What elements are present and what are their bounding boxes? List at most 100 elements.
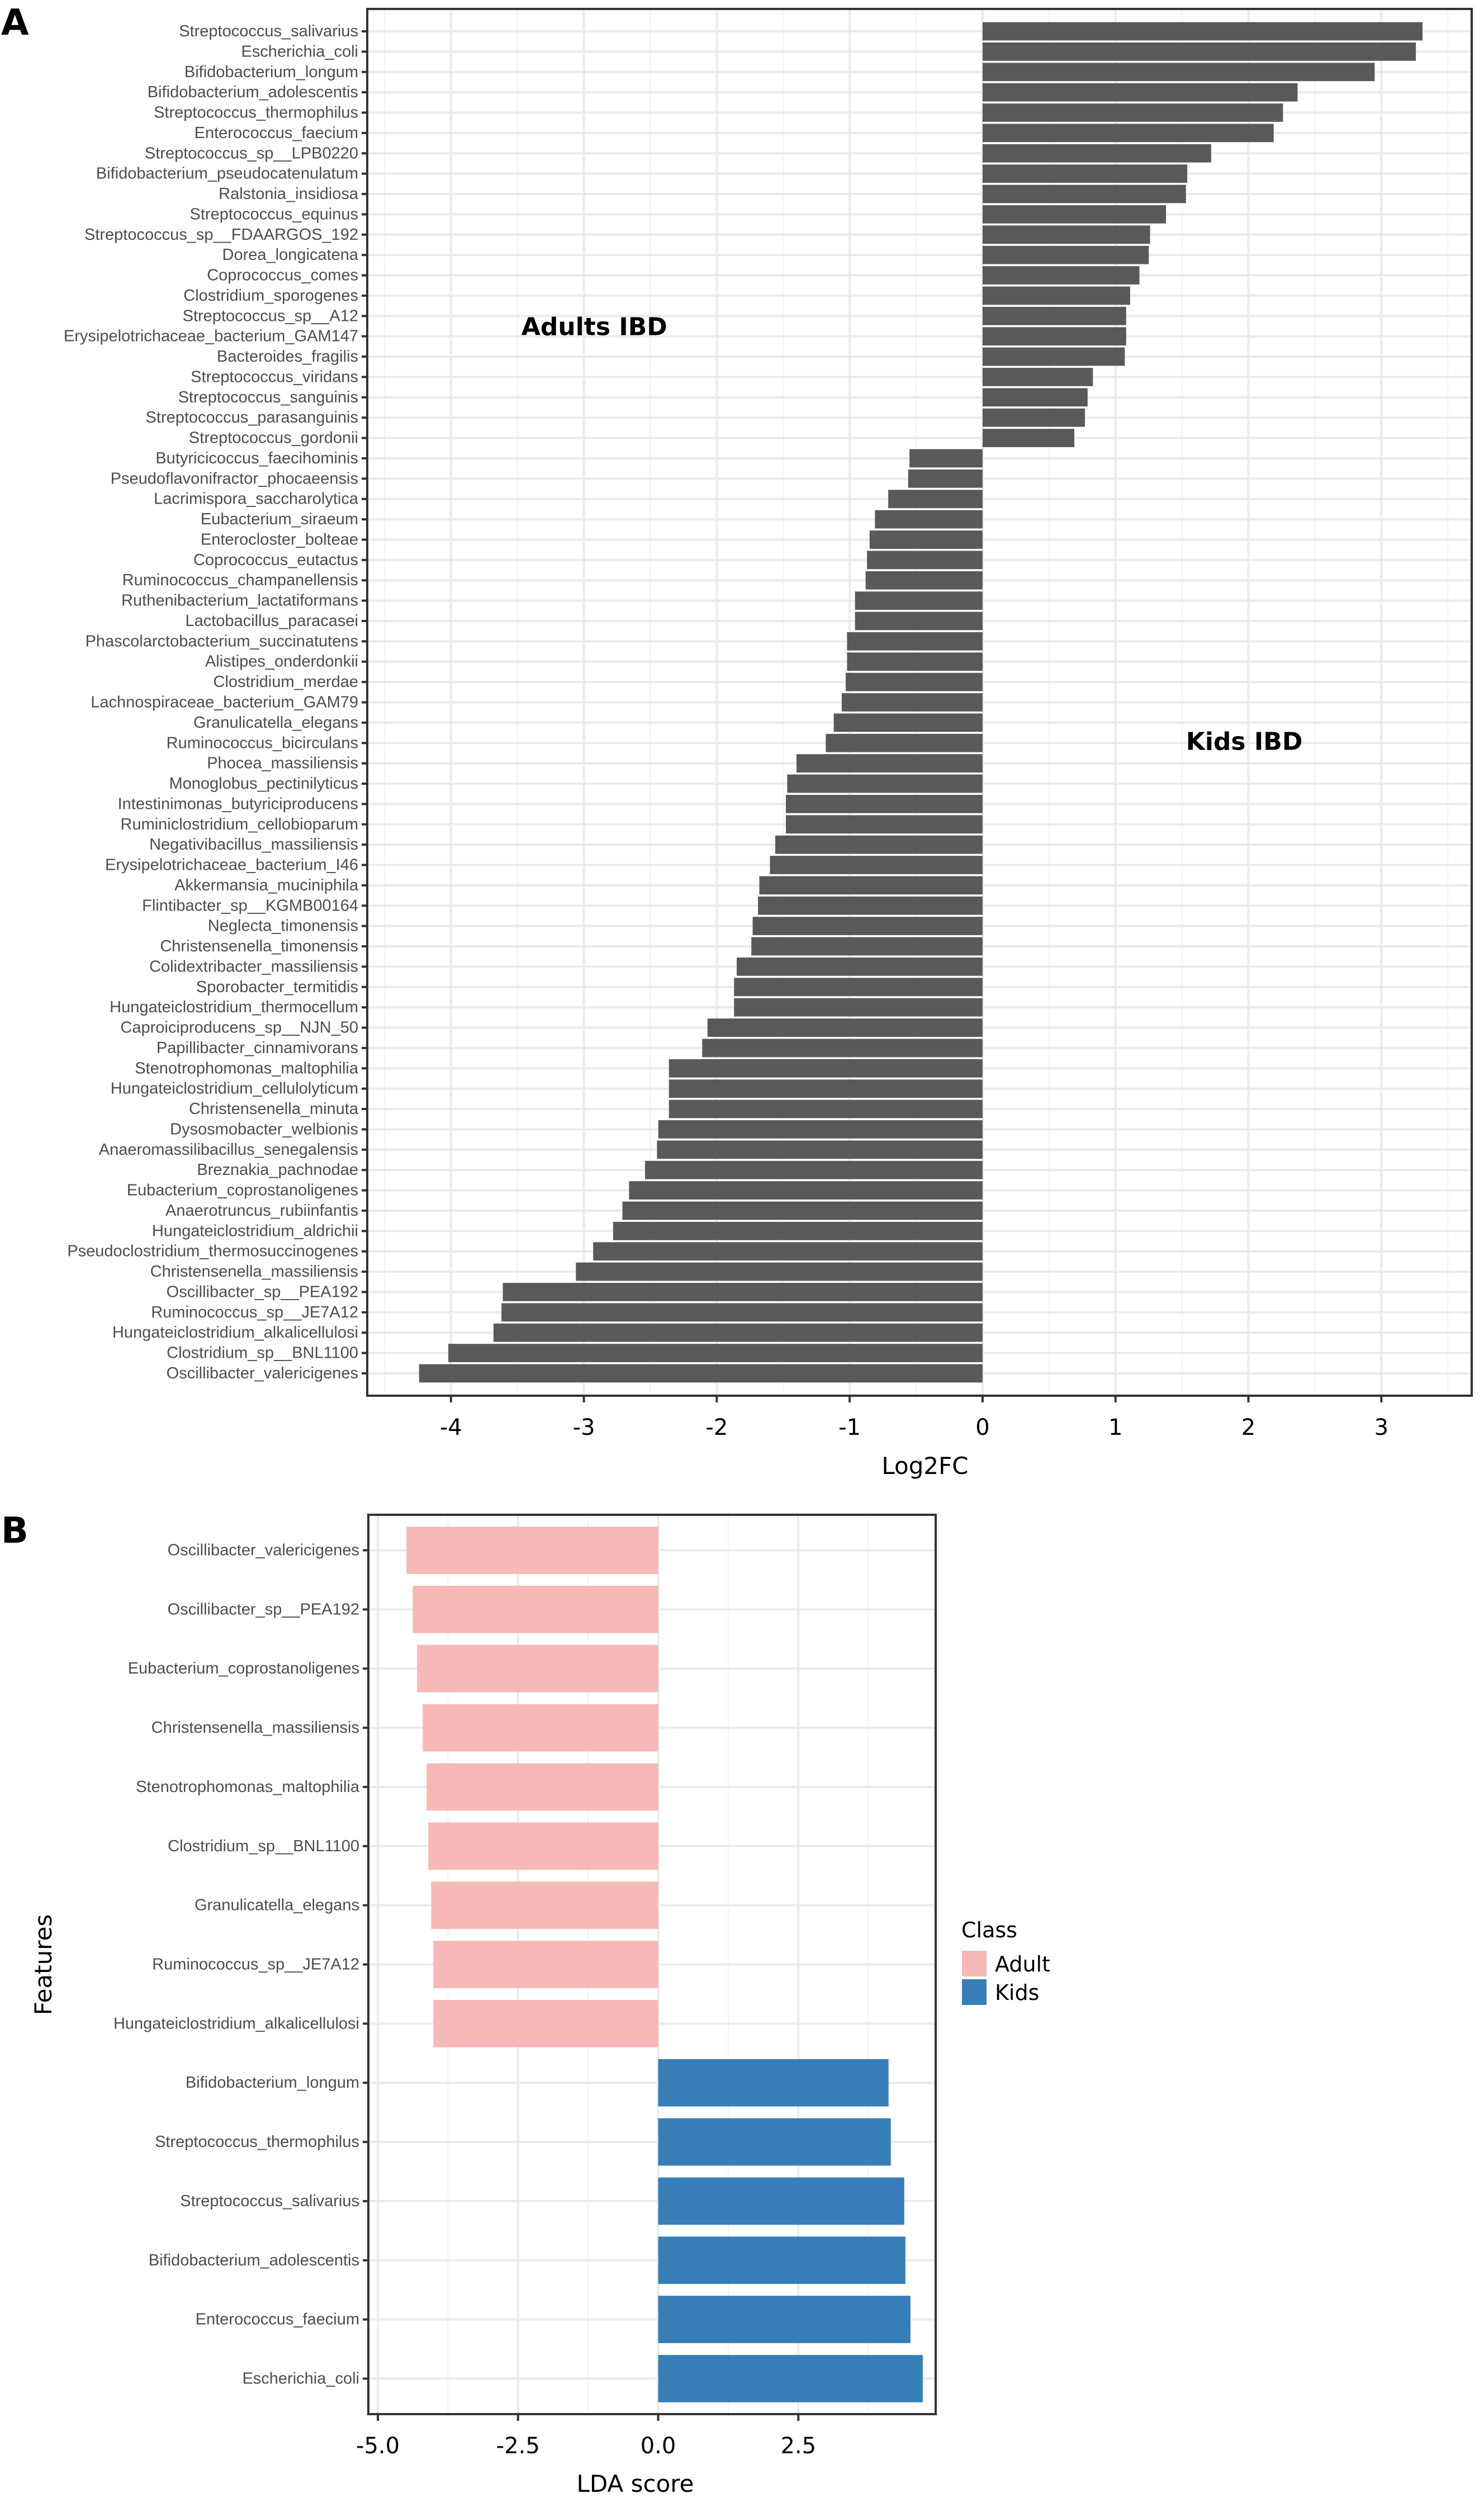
panel-a-bars	[419, 22, 1423, 1383]
bar-pseudoflavonifractor-phocaeensis	[908, 469, 983, 488]
y-tick-label: Phocea_massiliensis	[207, 755, 358, 772]
bar-streptococcus-sanguinis	[982, 388, 1088, 407]
bar-christensenella-minuta	[668, 1099, 983, 1118]
y-tick-label: Caproiciproducens_sp__NJN_50	[120, 1019, 358, 1037]
bar-phascolarctobacterium-succinatutens	[847, 632, 983, 651]
bar-enterocloster-bolteae	[869, 530, 983, 549]
bar-stenotrophomonas-maltophilia	[668, 1059, 983, 1078]
y-tick-label: Ruminiclostridium_cellobioparum	[121, 816, 359, 833]
bar-enterococcus-faecium	[658, 2296, 911, 2343]
bar-bifidobacterium-adolescentis	[658, 2236, 905, 2284]
bar-ruminococcus-sp-je7a12	[433, 1941, 658, 1988]
y-tick-label: Coprococcus_eutactus	[193, 551, 358, 569]
bar-christensenella-massiliensis	[423, 1704, 658, 1752]
y-tick-label: Negativibacillus_massiliensis	[149, 836, 358, 854]
y-tick-label: Christensenella_minuta	[189, 1100, 359, 1118]
x-tick-label: 0	[975, 1415, 989, 1440]
bar-oscillibacter-valericigenes	[419, 1364, 983, 1383]
y-tick-label: Lachnospiraceae_bacterium_GAM79	[91, 694, 358, 712]
y-tick-label: Ruminococcus_bicirculans	[167, 734, 358, 752]
y-tick-label: Clostridium_merdae	[214, 673, 359, 691]
bar-ruminiclostridium-cellobioparum	[786, 815, 983, 834]
panel-b-letter: B	[1, 1510, 29, 1552]
bar-ruminococcus-sp-je7a12	[501, 1303, 983, 1322]
legend-swatch-adult	[962, 1951, 987, 1976]
bar-dysosmobacter-welbionis	[658, 1120, 983, 1139]
bar-clostridium-merdae	[846, 672, 983, 691]
y-tick-label: Hungateiclostridium_thermocellum	[110, 998, 358, 1016]
y-tick-label: Oscillibacter_valericigenes	[168, 1542, 359, 1559]
bar-escherichia-coli	[658, 2355, 923, 2402]
y-tick-label: Anaeromassilibacillus_senegalensis	[99, 1141, 358, 1159]
legend-label-kids: Kids	[995, 1980, 1039, 2005]
bar-akkermansia-muciniphila	[759, 876, 983, 895]
y-tick-label: Enterococcus_faecium	[195, 124, 358, 142]
y-tick-label: Akkermansia_muciniphila	[174, 876, 359, 894]
bar-anaerotruncus-rubiinfantis	[622, 1201, 983, 1220]
y-tick-label: Streptococcus_sanguinis	[178, 388, 358, 406]
y-tick-label: Streptococcus_salivarius	[180, 2192, 359, 2210]
y-tick-label: Streptococcus_sp__A12	[183, 307, 358, 325]
x-tick-label: 0.0	[641, 2433, 676, 2459]
y-tick-label: Stenotrophomonas_maltophilia	[136, 1778, 360, 1796]
bar-lactobacillus-paracasei	[855, 611, 983, 631]
y-tick-label: Streptococcus_sp__FDAARGOS_192	[84, 226, 358, 244]
y-tick-label: Streptococcus_salivarius	[179, 22, 358, 40]
bar-breznakia-pachnodae	[644, 1160, 983, 1179]
bar-oscillibacter-valericigenes	[406, 1527, 658, 1574]
bar-ruminococcus-bicirculans	[826, 733, 983, 752]
bar-alistipes-onderdonkii	[847, 652, 983, 671]
y-tick-label: Coprococcus_comes	[207, 267, 358, 285]
panel-a-x-axis: -4 -3 -2 -1 0 1 2 3	[440, 1396, 1388, 1440]
x-tick-label: 1	[1108, 1415, 1122, 1440]
bar-streptococcus-gordonii	[982, 429, 1075, 447]
bar-enterococcus-faecium	[982, 124, 1274, 143]
y-tick-label: Bacteroides_fragilis	[217, 348, 358, 366]
bar-oscillibacter-sp-pea192	[502, 1283, 983, 1301]
y-tick-label: Hungateiclostridium_alkalicellulosi	[113, 2014, 359, 2032]
bar-pseudoclostridium-thermosuccinogenes	[593, 1242, 983, 1261]
bar-ruminococcus-champanellensis	[865, 571, 983, 590]
y-tick-label: Lactobacillus_paracasei	[185, 612, 358, 630]
bar-flintibacter-sp-kgmb00164	[758, 896, 983, 915]
y-tick-label: Oscillibacter_sp__PEA192	[168, 1600, 359, 1618]
y-tick-label: Bifidobacterium_pseudocatenulatum	[96, 165, 358, 183]
y-tick-label: Bifidobacterium_longum	[184, 63, 358, 81]
y-tick-label: Streptococcus_thermophilus	[154, 104, 358, 122]
y-tick-label: Escherichia_coli	[241, 42, 358, 60]
panel-b-x-axis-title: LDA score	[577, 2470, 694, 2497]
annotation-adults-ibd: Adults IBD	[521, 313, 667, 342]
panel-b-bars	[406, 1527, 923, 2402]
bar-streptococcus-sp-a12	[982, 306, 1126, 325]
y-tick-label: Neglecta_timonensis	[208, 917, 358, 935]
y-tick-label: Streptococcus_parasanguinis	[146, 409, 358, 426]
panel-a-log2fc-chart: A Streptococcus_salivarius Escherichia_co…	[1, 2, 1473, 1480]
x-tick-label: -5.0	[356, 2433, 400, 2459]
bar-streptococcus-equinus	[982, 205, 1167, 224]
y-tick-label: Hungateiclostridium_cellulolyticum	[111, 1080, 358, 1098]
y-tick-label: Streptococcus_sp__LPB0220	[145, 144, 358, 162]
y-tick-label: Ralstonia_insidiosa	[219, 185, 359, 203]
panel-b-y-axis: Oscillibacter_valericigenes Oscillibacter…	[113, 1542, 368, 2387]
bar-eubacterium-coprostanoligenes	[629, 1181, 983, 1200]
bar-coprococcus-comes	[982, 266, 1140, 285]
x-tick-label: 2.5	[780, 2433, 816, 2459]
bar-sporobacter-termitidis	[734, 978, 983, 997]
bar-bifidobacterium-longum	[982, 63, 1375, 82]
x-tick-label: -2	[705, 1415, 728, 1440]
bar-eubacterium-siraeum	[875, 510, 983, 529]
bar-christensenella-timonensis	[751, 937, 983, 956]
bar-bacteroides-fragilis	[982, 347, 1125, 366]
y-tick-label: Granulicatella_elegans	[195, 1897, 359, 1914]
y-tick-label: Ruminococcus_sp__JE7A12	[151, 1303, 358, 1321]
bar-hungateiclostridium-thermocellum	[734, 998, 983, 1017]
bar-erysipelotrichaceae-bacterium-gam147	[982, 327, 1126, 346]
y-tick-label: Christensenella_timonensis	[160, 937, 358, 955]
panel-a-y-axis: Streptococcus_salivarius Escherichia_coli…	[64, 22, 367, 1382]
annotation-kids-ibd: Kids IBD	[1186, 728, 1303, 756]
y-tick-label: Colidextribacter_massiliensis	[149, 957, 358, 975]
y-tick-label: Eubacterium_coprostanoligenes	[128, 1660, 359, 1677]
bar-stenotrophomonas-maltophilia	[426, 1763, 658, 1811]
bar-clostridium-sp-bnl1100	[448, 1344, 983, 1362]
bar-oscillibacter-sp-pea192	[413, 1586, 658, 1633]
